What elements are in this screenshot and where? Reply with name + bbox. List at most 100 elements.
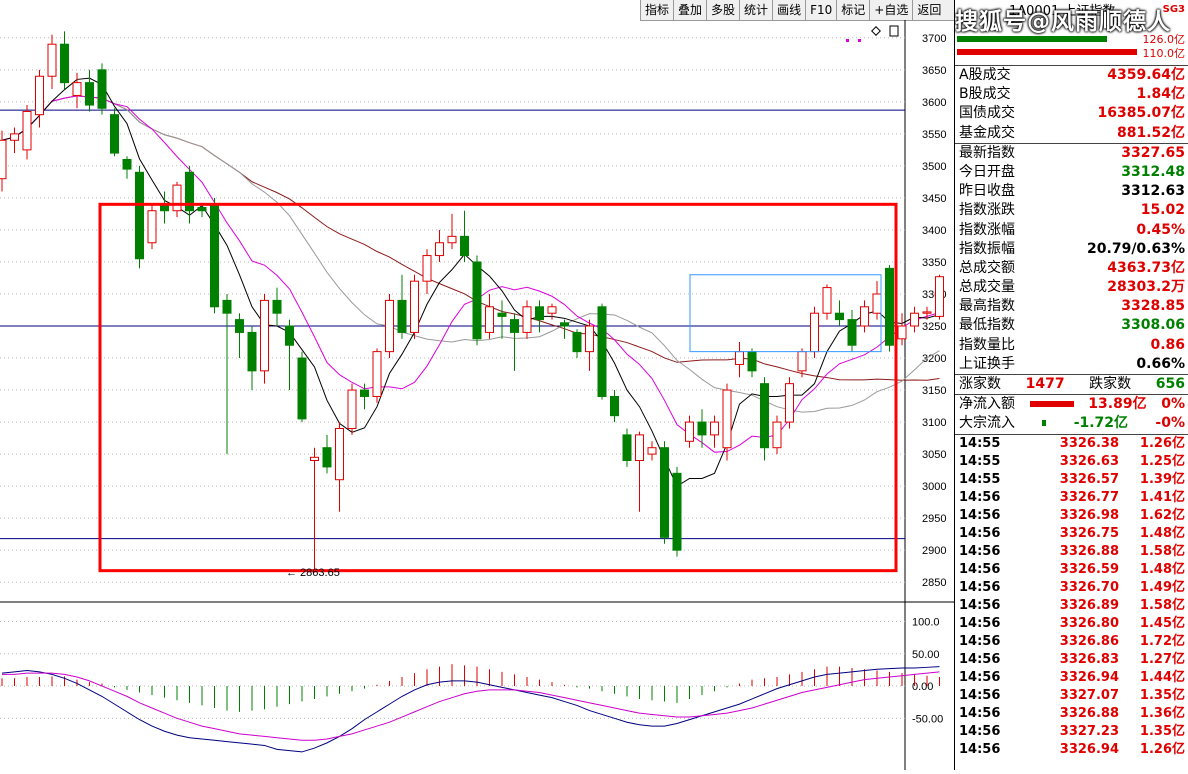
tick-amount: 1.45亿 xyxy=(1139,615,1185,631)
stat-value: 881.52亿 xyxy=(1116,124,1185,141)
low-price-label: ← 2863.65 xyxy=(286,567,340,579)
toolbar-button[interactable]: 返回 xyxy=(912,0,945,20)
candle-body xyxy=(660,447,669,538)
quote-label: 总成交量 xyxy=(959,279,1015,296)
bar-value-2: 110.0亿 xyxy=(1142,47,1186,60)
macd-dif-line xyxy=(1,666,940,753)
kline-chart[interactable]: 3700365036003550350034503400335033003250… xyxy=(0,20,954,770)
sg-tag: SG3 xyxy=(1162,4,1185,15)
candle-body xyxy=(285,325,294,346)
tick-row: 14:56 3326.83 1.27亿 xyxy=(955,651,1188,669)
macd-tick-label: -50.00 xyxy=(912,713,943,725)
tick-time: 14:56 xyxy=(959,741,1001,757)
candle-body xyxy=(685,421,694,442)
candle-body xyxy=(335,427,344,481)
tick-time: 14:56 xyxy=(959,543,1001,559)
tick-price: 3327.23 xyxy=(1059,723,1119,739)
quote-row: 最低指数 3308.06 xyxy=(955,316,1188,335)
tick-amount: 1.39亿 xyxy=(1139,471,1185,487)
candle-body xyxy=(722,389,732,449)
candle-body xyxy=(935,276,944,317)
tick-row: 14:56 3326.94 1.44亿 xyxy=(955,669,1188,687)
flow-pct: -0% xyxy=(1155,415,1185,432)
quote-panel: 1A0001 上证指数 SG3 126.0亿 110.0亿 搜狐号@风雨顺德人 … xyxy=(954,0,1188,770)
watermark: 搜狐号@风雨顺德人 xyxy=(955,9,1171,35)
candle-body xyxy=(97,69,107,109)
candle-body xyxy=(697,421,707,436)
toolbar-button[interactable]: 统计 xyxy=(739,0,772,20)
up-count: 1477 xyxy=(1025,376,1065,392)
quote-value: 20.79/0.63% xyxy=(1087,240,1185,257)
tick-amount: 1.36亿 xyxy=(1139,705,1185,721)
candle-body xyxy=(60,43,69,84)
tick-amount: 1.49亿 xyxy=(1139,579,1185,595)
tick-row: 14:56 3327.23 1.35亿 xyxy=(955,723,1188,741)
candle-body xyxy=(672,472,682,551)
quote-value: 0.86 xyxy=(1150,336,1185,353)
ma20-line xyxy=(1,95,940,413)
tick-time: 14:56 xyxy=(959,489,1001,505)
toolbar-button[interactable]: 画线 xyxy=(772,0,805,20)
candle-body xyxy=(647,447,657,455)
tick-amount: 1.48亿 xyxy=(1139,561,1185,577)
tick-price: 3326.75 xyxy=(1059,525,1119,541)
toolbar-button[interactable]: 叠加 xyxy=(673,0,706,20)
tick-row: 14:56 3326.80 1.45亿 xyxy=(955,615,1188,633)
quote-row: 总成交量 28303.2万 xyxy=(955,278,1188,297)
diamond-icon xyxy=(871,26,881,36)
candle-body xyxy=(510,319,519,333)
candle-body xyxy=(47,43,57,77)
quote-row: 指数量比 0.86 xyxy=(955,336,1188,355)
tick-list[interactable]: 14:55 3326.38 1.26亿 14:55 3326.63 1.25亿 14:55 3… xyxy=(955,433,1188,759)
price-tick-label: 3000 xyxy=(922,481,946,493)
candle-body xyxy=(222,299,232,314)
tick-amount: 1.25亿 xyxy=(1139,453,1185,469)
tick-amount: 1.26亿 xyxy=(1139,435,1185,451)
stat-row: 基金成交 881.52亿 xyxy=(955,124,1188,143)
kline-chart-panel[interactable]: 3700 3650 3600 3550 3500 3450 3400 3350 3300 3250… xyxy=(0,20,954,770)
tick-row: 14:56 3326.59 1.48亿 xyxy=(955,561,1188,579)
marker-dot xyxy=(858,39,861,42)
quote-label: 最新指数 xyxy=(959,144,1015,161)
candle-body xyxy=(460,235,469,257)
tick-price: 3326.94 xyxy=(1059,741,1119,757)
quote-label: 昨日收盘 xyxy=(959,183,1015,200)
toolbar-button[interactable]: 标记 xyxy=(836,0,869,20)
candle-body xyxy=(922,311,932,314)
price-tick-label: 3100 xyxy=(922,417,946,429)
price-tick-label: 3250 xyxy=(922,321,946,333)
candle-body xyxy=(197,207,207,212)
tick-time: 14:56 xyxy=(959,723,1001,739)
toolbar-button[interactable]: F10 xyxy=(805,0,836,20)
down-count: 656 xyxy=(1155,376,1185,392)
price-tick-label: 3200 xyxy=(922,353,946,365)
volume-bar-green xyxy=(957,36,1107,42)
price-tick-label: 3450 xyxy=(922,193,946,205)
candle-body xyxy=(860,306,869,327)
tick-price: 3327.07 xyxy=(1059,687,1119,703)
tick-price: 3326.63 xyxy=(1059,453,1119,469)
stat-row: A股成交 4359.64亿 xyxy=(955,66,1188,85)
candle-body xyxy=(247,331,257,372)
toolbar-button[interactable]: 指标 xyxy=(640,0,673,20)
tick-time: 14:56 xyxy=(959,705,1001,721)
flow-bar xyxy=(1042,420,1047,427)
flow-row: 大宗流入 -1.72亿 -0% xyxy=(955,414,1188,433)
toolbar-button[interactable]: +自选 xyxy=(869,0,912,20)
quote-value: 15.02 xyxy=(1140,202,1185,219)
index-title: 1A0001 上证指数 xyxy=(1009,4,1116,19)
quote-value: 3308.06 xyxy=(1121,317,1185,334)
tick-price: 3326.86 xyxy=(1059,633,1119,649)
candle-body xyxy=(122,158,132,170)
toolbar-button[interactable]: 多股 xyxy=(706,0,739,20)
tick-price: 3326.77 xyxy=(1059,489,1119,505)
tick-amount: 1.35亿 xyxy=(1139,687,1185,703)
tick-time: 14:56 xyxy=(959,597,1001,613)
candle-body xyxy=(235,319,244,333)
tick-row: 14:56 3326.70 1.49亿 xyxy=(955,579,1188,597)
candle-body xyxy=(635,434,644,462)
candle-body xyxy=(710,421,719,436)
candle-body xyxy=(297,357,307,420)
flow-bar xyxy=(1029,401,1074,408)
candle-body xyxy=(897,325,907,340)
